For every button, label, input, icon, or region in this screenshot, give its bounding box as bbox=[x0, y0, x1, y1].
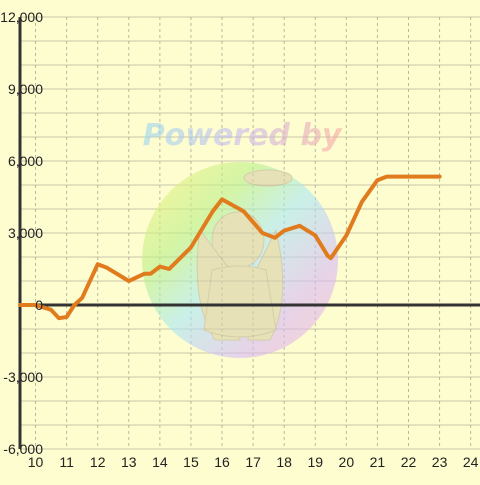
x-tick-label: 13 bbox=[121, 454, 137, 470]
watermark: Powered by bbox=[142, 118, 343, 358]
series-line bbox=[18, 174, 442, 321]
x-tick-label: 24 bbox=[463, 454, 479, 470]
y-tick-label: 9,000 bbox=[8, 81, 43, 97]
y-tick-label: -6,000 bbox=[3, 441, 43, 457]
series-lines bbox=[18, 174, 442, 321]
y-tick-label: 0 bbox=[35, 297, 43, 313]
axes bbox=[18, 17, 480, 449]
x-tick-labels: 10 11 12 13 14 15 16 17 18 19 20 21 22 23 24 bbox=[28, 454, 479, 470]
x-tick-label: 12 bbox=[90, 454, 106, 470]
x-tick-label: 10 bbox=[28, 454, 44, 470]
y-tick-label: -3,000 bbox=[3, 369, 43, 385]
x-tick-label: 15 bbox=[183, 454, 199, 470]
x-tick-label: 21 bbox=[370, 454, 386, 470]
x-tick-label: 17 bbox=[245, 454, 261, 470]
x-tick-label: 19 bbox=[307, 454, 323, 470]
x-tick-label: 16 bbox=[214, 454, 230, 470]
x-tick-label: 23 bbox=[432, 454, 448, 470]
x-tick-label: 11 bbox=[59, 454, 74, 470]
y-tick-label: 3,000 bbox=[8, 225, 43, 241]
y-tick-labels: -6,000 -3,000 0 3,000 6,000 9,000 12,000 bbox=[0, 9, 43, 457]
watermark-character bbox=[196, 169, 293, 341]
x-tick-label: 14 bbox=[152, 454, 168, 470]
x-tick-label: 20 bbox=[339, 454, 355, 470]
y-tick-label: 6,000 bbox=[8, 153, 43, 169]
y-tick-label: 12,000 bbox=[0, 9, 43, 25]
watermark-text: Powered by bbox=[143, 118, 343, 153]
x-tick-label: 18 bbox=[276, 454, 292, 470]
x-tick-label: 22 bbox=[401, 454, 417, 470]
